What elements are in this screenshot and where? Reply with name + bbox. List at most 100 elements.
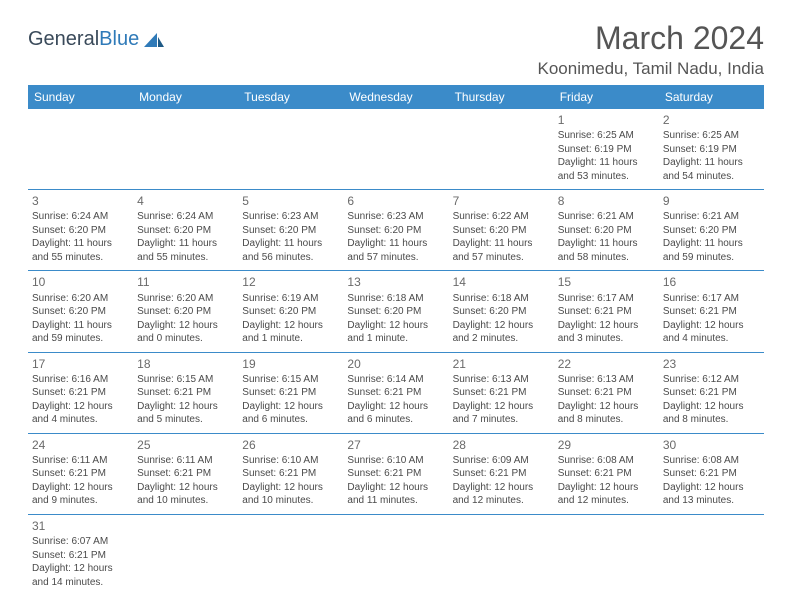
calendar-day-cell: 13Sunrise: 6:18 AMSunset: 6:20 PMDayligh… bbox=[343, 271, 448, 352]
calendar-day-cell bbox=[238, 109, 343, 190]
calendar-day-cell: 21Sunrise: 6:13 AMSunset: 6:21 PMDayligh… bbox=[449, 352, 554, 433]
day-info-line: Sunrise: 6:13 AM bbox=[453, 373, 550, 387]
day-info-line: and 54 minutes. bbox=[663, 170, 760, 184]
day-info-line: Sunset: 6:21 PM bbox=[663, 467, 760, 481]
day-info-line: Sunrise: 6:16 AM bbox=[32, 373, 129, 387]
day-number: 5 bbox=[242, 193, 339, 209]
calendar-day-cell: 14Sunrise: 6:18 AMSunset: 6:20 PMDayligh… bbox=[449, 271, 554, 352]
day-info-line: and 12 minutes. bbox=[453, 494, 550, 508]
calendar-day-cell bbox=[449, 109, 554, 190]
day-number: 23 bbox=[663, 356, 760, 372]
day-info-line: Sunrise: 6:13 AM bbox=[558, 373, 655, 387]
day-info-line: Daylight: 11 hours bbox=[663, 237, 760, 251]
day-number: 10 bbox=[32, 274, 129, 290]
day-info-line: and 8 minutes. bbox=[558, 413, 655, 427]
calendar-day-cell: 30Sunrise: 6:08 AMSunset: 6:21 PMDayligh… bbox=[659, 433, 764, 514]
day-info-line: Sunrise: 6:08 AM bbox=[558, 454, 655, 468]
weekday-header: Sunday bbox=[28, 85, 133, 109]
day-info-line: Sunset: 6:21 PM bbox=[558, 386, 655, 400]
day-info-line: Sunrise: 6:24 AM bbox=[32, 210, 129, 224]
day-number: 11 bbox=[137, 274, 234, 290]
day-info-line: Sunset: 6:21 PM bbox=[663, 386, 760, 400]
day-info-line: Sunrise: 6:11 AM bbox=[32, 454, 129, 468]
calendar-day-cell: 3Sunrise: 6:24 AMSunset: 6:20 PMDaylight… bbox=[28, 190, 133, 271]
day-number: 4 bbox=[137, 193, 234, 209]
day-info-line: Sunrise: 6:22 AM bbox=[453, 210, 550, 224]
day-info-line: Sunrise: 6:25 AM bbox=[663, 129, 760, 143]
day-number: 12 bbox=[242, 274, 339, 290]
day-number: 26 bbox=[242, 437, 339, 453]
day-number: 24 bbox=[32, 437, 129, 453]
calendar-table: Sunday Monday Tuesday Wednesday Thursday… bbox=[28, 85, 764, 595]
day-number: 7 bbox=[453, 193, 550, 209]
day-info-line: Sunset: 6:21 PM bbox=[453, 467, 550, 481]
day-info-line: Sunset: 6:20 PM bbox=[453, 224, 550, 238]
calendar-day-cell: 25Sunrise: 6:11 AMSunset: 6:21 PMDayligh… bbox=[133, 433, 238, 514]
day-info-line: Daylight: 11 hours bbox=[558, 237, 655, 251]
calendar-day-cell: 1Sunrise: 6:25 AMSunset: 6:19 PMDaylight… bbox=[554, 109, 659, 190]
day-info-line: Sunrise: 6:23 AM bbox=[347, 210, 444, 224]
calendar-day-cell bbox=[343, 514, 448, 595]
calendar-day-cell: 5Sunrise: 6:23 AMSunset: 6:20 PMDaylight… bbox=[238, 190, 343, 271]
title-block: March 2024 Koonimedu, Tamil Nadu, India bbox=[538, 20, 765, 79]
day-info-line: Sunrise: 6:17 AM bbox=[663, 292, 760, 306]
day-info-line: and 1 minute. bbox=[347, 332, 444, 346]
day-info-line: Sunrise: 6:23 AM bbox=[242, 210, 339, 224]
day-number: 8 bbox=[558, 193, 655, 209]
calendar-day-cell bbox=[343, 109, 448, 190]
calendar-day-cell bbox=[449, 514, 554, 595]
day-info-line: Sunset: 6:21 PM bbox=[558, 467, 655, 481]
day-info-line: Sunrise: 6:15 AM bbox=[242, 373, 339, 387]
day-info-line: Daylight: 12 hours bbox=[663, 319, 760, 333]
day-info-line: and 10 minutes. bbox=[242, 494, 339, 508]
day-number: 21 bbox=[453, 356, 550, 372]
day-info-line: Sunrise: 6:12 AM bbox=[663, 373, 760, 387]
calendar-day-cell: 11Sunrise: 6:20 AMSunset: 6:20 PMDayligh… bbox=[133, 271, 238, 352]
calendar-day-cell: 28Sunrise: 6:09 AMSunset: 6:21 PMDayligh… bbox=[449, 433, 554, 514]
calendar-day-cell: 12Sunrise: 6:19 AMSunset: 6:20 PMDayligh… bbox=[238, 271, 343, 352]
calendar-day-cell bbox=[238, 514, 343, 595]
day-info-line: and 55 minutes. bbox=[137, 251, 234, 265]
day-number: 25 bbox=[137, 437, 234, 453]
day-info-line: Sunset: 6:21 PM bbox=[558, 305, 655, 319]
calendar-day-cell: 19Sunrise: 6:15 AMSunset: 6:21 PMDayligh… bbox=[238, 352, 343, 433]
calendar-day-cell: 18Sunrise: 6:15 AMSunset: 6:21 PMDayligh… bbox=[133, 352, 238, 433]
day-info-line: Daylight: 11 hours bbox=[558, 156, 655, 170]
day-info-line: Daylight: 12 hours bbox=[137, 319, 234, 333]
calendar-week-row: 31Sunrise: 6:07 AMSunset: 6:21 PMDayligh… bbox=[28, 514, 764, 595]
calendar-day-cell: 26Sunrise: 6:10 AMSunset: 6:21 PMDayligh… bbox=[238, 433, 343, 514]
day-info-line: Sunset: 6:21 PM bbox=[137, 467, 234, 481]
day-info-line: Sunrise: 6:10 AM bbox=[347, 454, 444, 468]
day-info-line: and 5 minutes. bbox=[137, 413, 234, 427]
day-info-line: Daylight: 12 hours bbox=[137, 400, 234, 414]
day-info-line: Daylight: 12 hours bbox=[32, 562, 129, 576]
day-info-line: Daylight: 12 hours bbox=[242, 400, 339, 414]
calendar-day-cell bbox=[28, 109, 133, 190]
day-info-line: Sunrise: 6:21 AM bbox=[663, 210, 760, 224]
day-info-line: and 10 minutes. bbox=[137, 494, 234, 508]
day-info-line: Sunrise: 6:09 AM bbox=[453, 454, 550, 468]
calendar-day-cell: 10Sunrise: 6:20 AMSunset: 6:20 PMDayligh… bbox=[28, 271, 133, 352]
day-info-line: Daylight: 12 hours bbox=[453, 400, 550, 414]
weekday-header: Friday bbox=[554, 85, 659, 109]
day-info-line: and 13 minutes. bbox=[663, 494, 760, 508]
calendar-day-cell: 8Sunrise: 6:21 AMSunset: 6:20 PMDaylight… bbox=[554, 190, 659, 271]
day-info-line: Daylight: 12 hours bbox=[347, 319, 444, 333]
day-info-line: Sunset: 6:20 PM bbox=[663, 224, 760, 238]
day-info-line: and 55 minutes. bbox=[32, 251, 129, 265]
day-info-line: Sunset: 6:21 PM bbox=[32, 386, 129, 400]
day-info-line: and 4 minutes. bbox=[32, 413, 129, 427]
calendar-week-row: 10Sunrise: 6:20 AMSunset: 6:20 PMDayligh… bbox=[28, 271, 764, 352]
day-number: 27 bbox=[347, 437, 444, 453]
day-info-line: and 53 minutes. bbox=[558, 170, 655, 184]
weekday-header-row: Sunday Monday Tuesday Wednesday Thursday… bbox=[28, 85, 764, 109]
day-info-line: and 3 minutes. bbox=[558, 332, 655, 346]
day-info-line: Sunrise: 6:07 AM bbox=[32, 535, 129, 549]
day-info-line: Daylight: 12 hours bbox=[453, 319, 550, 333]
day-info-line: and 57 minutes. bbox=[347, 251, 444, 265]
day-info-line: Sunset: 6:20 PM bbox=[453, 305, 550, 319]
day-number: 28 bbox=[453, 437, 550, 453]
calendar-day-cell: 9Sunrise: 6:21 AMSunset: 6:20 PMDaylight… bbox=[659, 190, 764, 271]
calendar-day-cell: 31Sunrise: 6:07 AMSunset: 6:21 PMDayligh… bbox=[28, 514, 133, 595]
header: GeneralBlue March 2024 Koonimedu, Tamil … bbox=[28, 20, 764, 79]
